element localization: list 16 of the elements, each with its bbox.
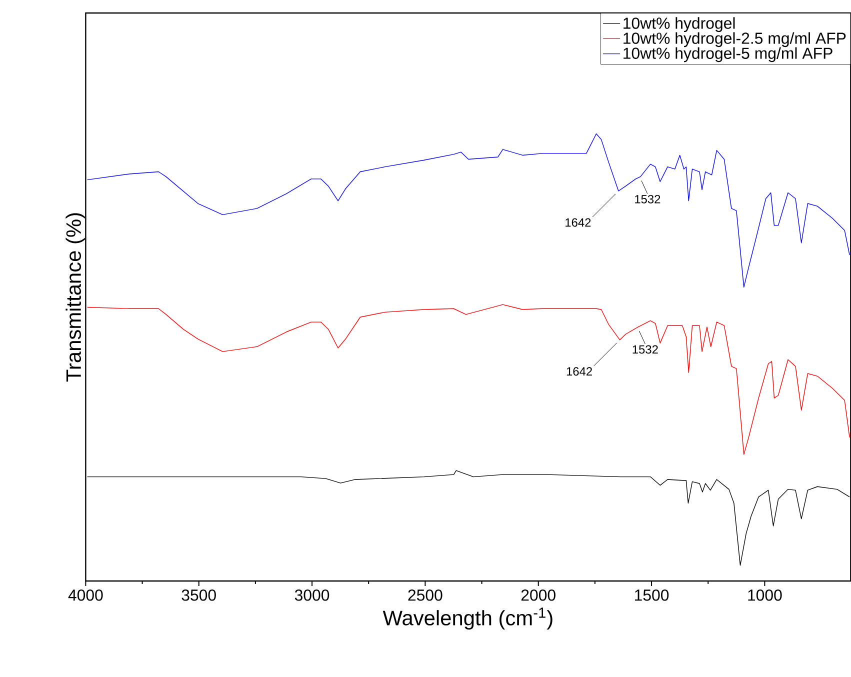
legend-label: 10wt% hydrogel-5 mg/ml AFP bbox=[624, 47, 832, 62]
x-tick-label: 1000 bbox=[748, 590, 782, 601]
x-tick-label: 2000 bbox=[521, 590, 556, 601]
x-tick-label: 3500 bbox=[182, 590, 216, 601]
x-tick-label: 1500 bbox=[635, 590, 669, 601]
x-axis-title: Wavelength (cm$^{-1}$) bbox=[382, 608, 552, 630]
annotation: 1532 bbox=[632, 345, 658, 354]
y-axis-title: Transmittance (%) bbox=[66, 213, 86, 382]
x-tick-label: 4000 bbox=[68, 590, 103, 601]
annotation: 1642 bbox=[566, 218, 591, 227]
x-tick-label: 3000 bbox=[294, 590, 330, 601]
legend-label: 10wt% hydrogel bbox=[624, 17, 735, 32]
x-tick-label: 2500 bbox=[408, 590, 442, 601]
legend-label: 10wt% hydrogel-2.5 mg/ml AFP bbox=[624, 32, 846, 48]
annotation: 1642 bbox=[566, 367, 592, 376]
annotation: 1532 bbox=[635, 194, 660, 204]
